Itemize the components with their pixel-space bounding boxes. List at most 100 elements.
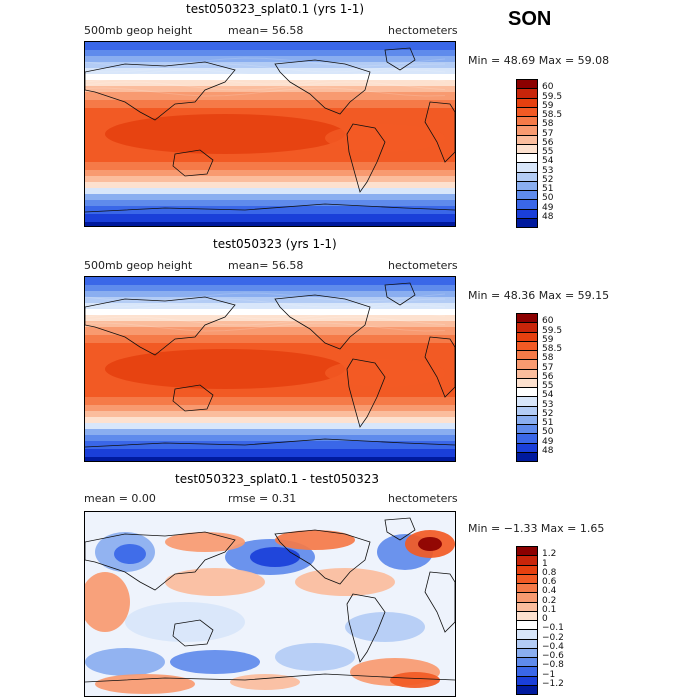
panel2-units-label: hectometers [388, 259, 458, 272]
panel3-field [85, 512, 455, 696]
colorbar-tick-label: 0.8 [542, 567, 557, 578]
panel1-variable-label: 500mb geop height [84, 24, 193, 37]
continent-outline [85, 438, 455, 448]
field-band [85, 176, 455, 182]
colorbar-tick-label: 0.6 [542, 577, 557, 587]
field-band [85, 429, 455, 435]
field-band [85, 182, 455, 188]
colorbar-tick-label: −0.4 [542, 641, 564, 652]
field-anomaly [275, 643, 355, 671]
colorbar-tick-label: 53 [542, 399, 554, 410]
colorbar-tick-label: 0.2 [542, 595, 557, 606]
field-anomaly [95, 674, 195, 694]
field-band [85, 206, 455, 214]
colorbar-tick-label: −0.1 [542, 623, 564, 634]
panel1-title: test050323_splat0.1 (yrs 1-1) [186, 2, 365, 16]
continent-outline [346, 123, 386, 193]
season-label: SON [508, 8, 552, 30]
panel3-colorbar: 1.2 1 0.8 0.6 0.4 0.2 0.1 0 −0.1 −0.2 −0.4 −0.6 −0.8… [516, 546, 576, 695]
field-band [85, 62, 455, 68]
field-band [85, 315, 455, 321]
continent-outline [424, 336, 455, 398]
colorbar-tick-label: 58.5 [542, 110, 563, 120]
panel3-mean-label: mean = 0.00 [84, 492, 156, 505]
field-anomaly [85, 648, 165, 676]
field-band [85, 200, 455, 206]
field-anomaly [418, 537, 442, 551]
field-contour [85, 81, 446, 91]
field-band [85, 449, 455, 457]
field-contour [85, 292, 446, 302]
panel2-variable-label: 500mb geop height [84, 259, 193, 272]
panel1-map [84, 41, 456, 227]
field-band [85, 303, 455, 309]
continent-outline [384, 282, 416, 306]
colorbar-tick-label: 59.5 [542, 91, 563, 102]
field-anomaly [295, 568, 395, 596]
field-band [85, 291, 455, 297]
panel2-mean-label: mean= 56.58 [228, 259, 304, 272]
continent-outline [346, 593, 386, 663]
panel2-title: test050323 (yrs 1-1) [213, 237, 337, 251]
panel1-minmax-label: Min = 48.69 Max = 59.08 [468, 54, 610, 67]
continent-outline [85, 203, 455, 213]
colorbar-tick-label: 48 [542, 211, 554, 222]
field-band [85, 309, 455, 315]
continent-outline [384, 47, 416, 71]
field-band [85, 188, 455, 194]
field-band [85, 321, 455, 327]
panel2-colorbar: 60 59.5 59 58.5 58 57 56 55 54 53 52 51 50 49 48 [516, 313, 576, 462]
field-band [85, 285, 455, 291]
field-anomaly [165, 568, 265, 596]
colorbar-tick-label: 48 [542, 445, 554, 456]
panel1-units-label: hectometers [388, 24, 458, 37]
field-core [105, 349, 345, 389]
field-anomaly [114, 544, 146, 564]
field-contour [85, 310, 446, 320]
colorbar-tick-label: 59 [542, 100, 554, 111]
field-band [85, 397, 455, 405]
field-anomaly [275, 530, 355, 550]
colorbar-tick-label: −0.6 [542, 651, 564, 661]
colorbar-tick-label: 58 [542, 119, 554, 130]
panel3-units-label: hectometers [388, 492, 458, 505]
continent-outline [274, 294, 371, 350]
field-band [85, 297, 455, 303]
colorbar-swatch [516, 451, 538, 462]
field-band [85, 335, 455, 343]
colorbar-tick-label: 0.4 [542, 586, 557, 597]
field-band [85, 194, 455, 200]
panel2-minmax-label: Min = 48.36 Max = 59.15 [468, 289, 610, 302]
field-contour [85, 69, 446, 79]
panel3-minmax-label: Min = −1.33 Max = 1.65 [468, 522, 605, 535]
colorbar-tick-label: 0.1 [542, 604, 557, 615]
field-band [85, 457, 455, 461]
field-band [85, 435, 455, 441]
field-band [85, 92, 455, 100]
field-contour [85, 298, 446, 308]
colorbar-tick-label: 50 [542, 193, 554, 204]
continent-outline [172, 149, 214, 177]
continent-outline [85, 673, 455, 683]
colorbar-tick-label: 1.2 [542, 549, 557, 560]
colorbar-tick-label: 0 [542, 614, 548, 624]
colorbar-tick-label: 49 [542, 436, 554, 447]
panel3-rmse-label: rmse = 0.31 [228, 492, 297, 505]
field-anomaly [170, 650, 260, 674]
colorbar-tick-label: 57 [542, 362, 554, 373]
colorbar-swatch [516, 684, 538, 695]
panel2-map [84, 276, 456, 462]
field-anomaly [390, 672, 440, 688]
field-anomaly [250, 547, 300, 567]
colorbar-swatch [516, 217, 538, 228]
panel3-map [84, 511, 456, 697]
field-contour [85, 57, 446, 67]
field-contour [85, 75, 446, 85]
colorbar-tick-label: 51 [542, 418, 554, 428]
panel2-field [85, 277, 455, 461]
field-band [85, 74, 455, 80]
field-band [85, 411, 455, 417]
colorbar-tick-label: 49 [542, 202, 554, 213]
field-contour [85, 87, 446, 97]
colorbar-tick-label: 60 [542, 82, 554, 93]
